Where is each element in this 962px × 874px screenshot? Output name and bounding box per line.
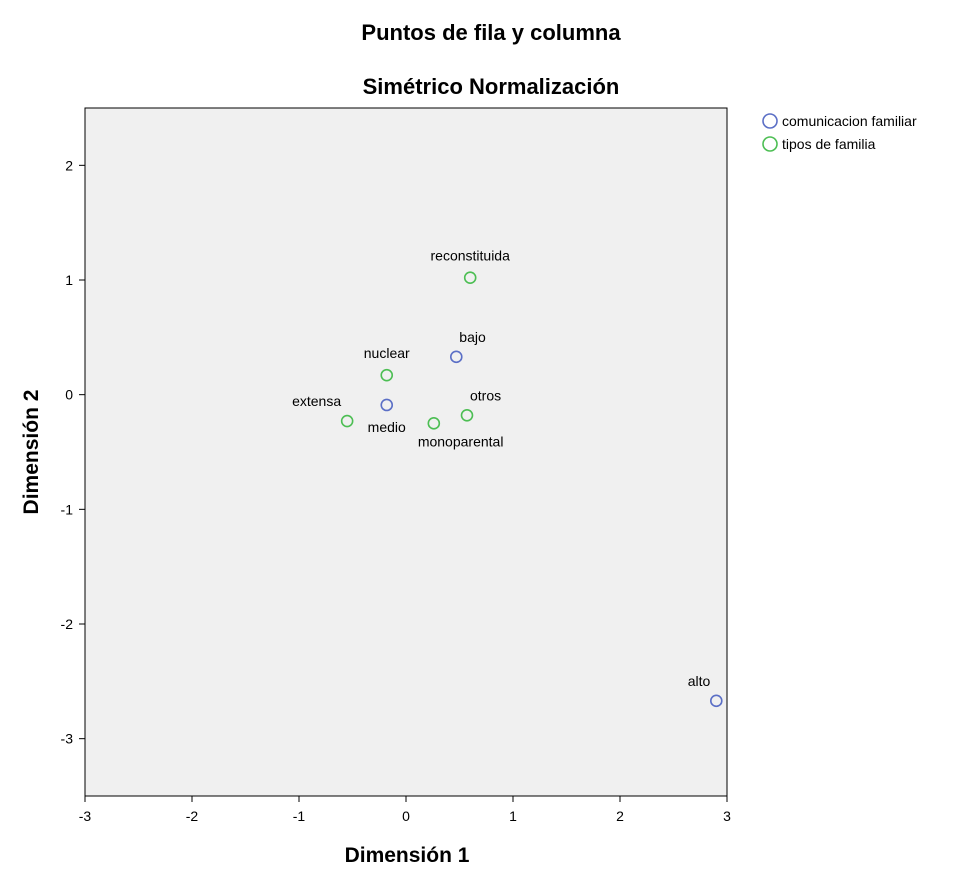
x-tick-label: 0 [402, 808, 410, 824]
point-label-bajo: bajo [459, 329, 486, 345]
x-tick-label: 1 [509, 808, 517, 824]
chart-title: Puntos de fila y columna [361, 20, 621, 45]
legend-marker [762, 136, 778, 152]
point-nuclear [380, 368, 394, 382]
y-tick-label: 1 [65, 272, 73, 288]
x-tick-label: -2 [186, 808, 199, 824]
point-bajo [449, 350, 463, 364]
chart-subtitle: Simétrico Normalización [363, 74, 620, 99]
point-reconstituida [463, 271, 477, 285]
y-tick-label: -3 [61, 731, 74, 747]
point-label-monoparental: monoparental [418, 433, 504, 449]
y-tick-label: -2 [61, 616, 74, 632]
x-tick-label: 3 [723, 808, 731, 824]
point-monoparental [427, 417, 441, 430]
point-label-extensa: extensa [292, 393, 341, 409]
point-otros [460, 409, 474, 422]
point-medio [380, 398, 394, 412]
point-extensa [340, 414, 354, 428]
point-label-medio: medio [368, 419, 406, 435]
y-tick-label: -1 [61, 501, 74, 517]
data-points: bajo medio alto reconstituida nuclear extensa… [292, 248, 723, 708]
legend-label: tipos de familia [782, 136, 876, 152]
point-label-alto: alto [688, 673, 711, 689]
x-axis: -3 -2 -1 0 1 2 3 [79, 796, 731, 824]
x-tick-label: -1 [293, 808, 306, 824]
y-axis-title: Dimensión 2 [20, 390, 43, 515]
point-label-otros: otros [470, 387, 501, 403]
legend-marker [762, 113, 778, 129]
point-label-reconstituida: reconstituida [431, 248, 511, 264]
y-tick-label: 0 [65, 387, 73, 403]
x-tick-label: 2 [616, 808, 624, 824]
legend: comunicacion familiar tipos de familia [762, 113, 917, 152]
legend-label: comunicacion familiar [782, 113, 917, 129]
y-axis: -3 -2 -1 0 1 2 [61, 157, 85, 747]
x-axis-title: Dimensión 1 [345, 844, 470, 867]
y-tick-label: 2 [65, 157, 73, 173]
point-alto [709, 694, 723, 708]
plot-area [84, 107, 728, 797]
point-label-nuclear: nuclear [364, 345, 410, 361]
x-tick-label: -3 [79, 808, 92, 824]
